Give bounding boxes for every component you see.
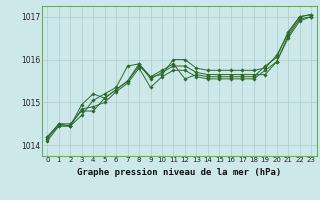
X-axis label: Graphe pression niveau de la mer (hPa): Graphe pression niveau de la mer (hPa)	[77, 168, 281, 177]
